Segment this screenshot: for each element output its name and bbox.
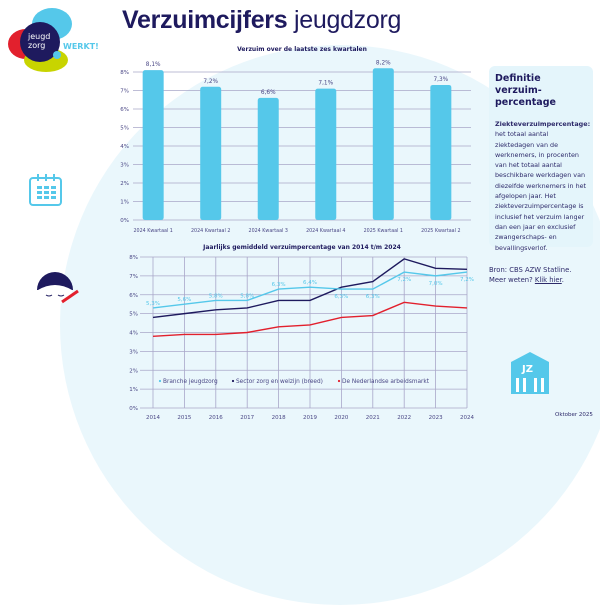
bar	[257, 97, 279, 220]
x-tick-label: 2024 Kwartaal 1	[133, 228, 172, 234]
definition-text: het totaal aantal ziektedagen van de wer…	[495, 130, 587, 252]
source-note: Bron: CBS AZW Statline. Meer weten? Klik…	[489, 266, 572, 284]
data-label: 7,2%	[397, 277, 411, 283]
data-label: 6,3%	[366, 294, 380, 300]
line-chart-title: Jaarlijks gemiddeld verzuimpercentage va…	[202, 244, 401, 251]
y-tick-label: 4%	[120, 144, 129, 150]
data-label: 8,1%	[146, 62, 161, 68]
legend-label: De Nederlandse arbeidsmarkt	[342, 379, 430, 385]
footer-date: Oktober 2025	[555, 412, 593, 418]
x-tick-label: 2024	[460, 415, 474, 421]
bar-chart: Verzuim over de laatste zes kwartalen 0% 1…	[120, 46, 471, 234]
y-tick-label: 6%	[129, 293, 138, 299]
bar	[142, 70, 164, 221]
y-tick-label: 5%	[129, 312, 138, 318]
x-tick-label: 2014	[146, 415, 160, 421]
more-info-link[interactable]: Klik hier	[534, 276, 562, 284]
y-tick-label: 5%	[120, 126, 129, 132]
x-tick-label: 2015	[177, 415, 191, 421]
building-jz-icon: JZ	[511, 352, 549, 394]
definition-heading: Definitie verzuim-percentage	[495, 73, 556, 108]
jeugdzorg-logo: jeugd zorg WERKT!	[8, 8, 99, 72]
y-tick-label: 8%	[129, 255, 138, 261]
svg-text:zorg: zorg	[28, 41, 45, 50]
x-tick-label: 2016	[209, 415, 223, 421]
legend-label: Branche jeugdzorg	[163, 379, 218, 385]
y-tick-label: 3%	[120, 163, 129, 169]
data-label: 7,3%	[433, 77, 448, 83]
line-chart: Jaarlijks gemiddeld verzuimpercentage va…	[129, 244, 474, 421]
bar	[315, 88, 337, 221]
y-tick-label: 7%	[120, 89, 129, 95]
data-label: 6,4%	[303, 280, 317, 286]
series-line-0	[152, 271, 468, 309]
y-tick-label: 8%	[120, 70, 129, 76]
data-label: 7,2%	[203, 79, 218, 85]
definition-term: Ziekteverzuimpercentage:	[495, 120, 591, 128]
data-label: 6,6%	[261, 90, 276, 96]
data-label: 5,8%	[209, 293, 223, 299]
sick-person-thermometer-icon	[37, 272, 79, 304]
y-tick-label: 7%	[129, 274, 138, 280]
x-tick-label: 2025 Kwartaal 2	[421, 228, 460, 234]
y-tick-label: 4%	[129, 331, 138, 337]
x-tick-label: 2024 Kwartaal 3	[249, 228, 288, 234]
definition-box: Definitie verzuim-percentage Ziekteverzu…	[489, 66, 593, 252]
x-tick-label: 2024 Kwartaal 4	[306, 228, 345, 234]
series-line-1	[152, 258, 468, 319]
bar	[430, 84, 452, 220]
x-tick-label: 2024 Kwartaal 2	[191, 228, 230, 234]
x-tick-label: 2022	[397, 415, 411, 421]
svg-text:JZ: JZ	[521, 364, 533, 375]
y-tick-label: 3%	[129, 349, 138, 355]
bar-chart-title: Verzuim over de laatste zes kwartalen	[237, 46, 367, 53]
x-tick-label: 2025 Kwartaal 1	[364, 228, 403, 234]
x-tick-label: 2021	[366, 415, 380, 421]
y-tick-label: 1%	[120, 200, 129, 206]
x-tick-label: 2020	[334, 415, 348, 421]
svg-text:jeugd: jeugd	[27, 32, 50, 41]
calendar-icon	[29, 174, 62, 206]
series-line-2	[152, 301, 468, 337]
y-tick-label: 2%	[120, 181, 129, 187]
data-label: 7,0%	[429, 281, 443, 287]
y-tick-label: 2%	[129, 368, 138, 374]
bar	[372, 68, 394, 220]
data-label: 8,2%	[376, 60, 391, 66]
data-label: 5,6%	[177, 297, 191, 303]
legend-marker	[158, 379, 162, 383]
y-tick-label: 0%	[129, 406, 138, 412]
page-title: Verzuimcijfers jeugdzorg	[122, 6, 402, 34]
x-tick-label: 2017	[240, 415, 254, 421]
legend-marker	[337, 379, 341, 383]
data-label: 6,3%	[272, 282, 286, 288]
bar	[200, 86, 222, 220]
legend-label: Sector zorg en welzijn (breed)	[236, 379, 323, 385]
x-tick-label: 2018	[272, 415, 286, 421]
y-tick-label: 1%	[129, 387, 138, 393]
svg-text:WERKT!: WERKT!	[63, 42, 99, 51]
y-tick-label: 0%	[120, 218, 129, 224]
x-tick-label: 2019	[303, 415, 317, 421]
legend-marker	[231, 379, 235, 383]
data-label: 5,8%	[240, 293, 254, 299]
y-tick-label: 6%	[120, 107, 129, 113]
data-label: 7,1%	[318, 81, 333, 87]
x-tick-label: 2023	[429, 415, 443, 421]
data-label: 5,3%	[146, 301, 160, 307]
data-label: 7,2%	[460, 277, 474, 283]
data-label: 6,3%	[334, 294, 348, 300]
